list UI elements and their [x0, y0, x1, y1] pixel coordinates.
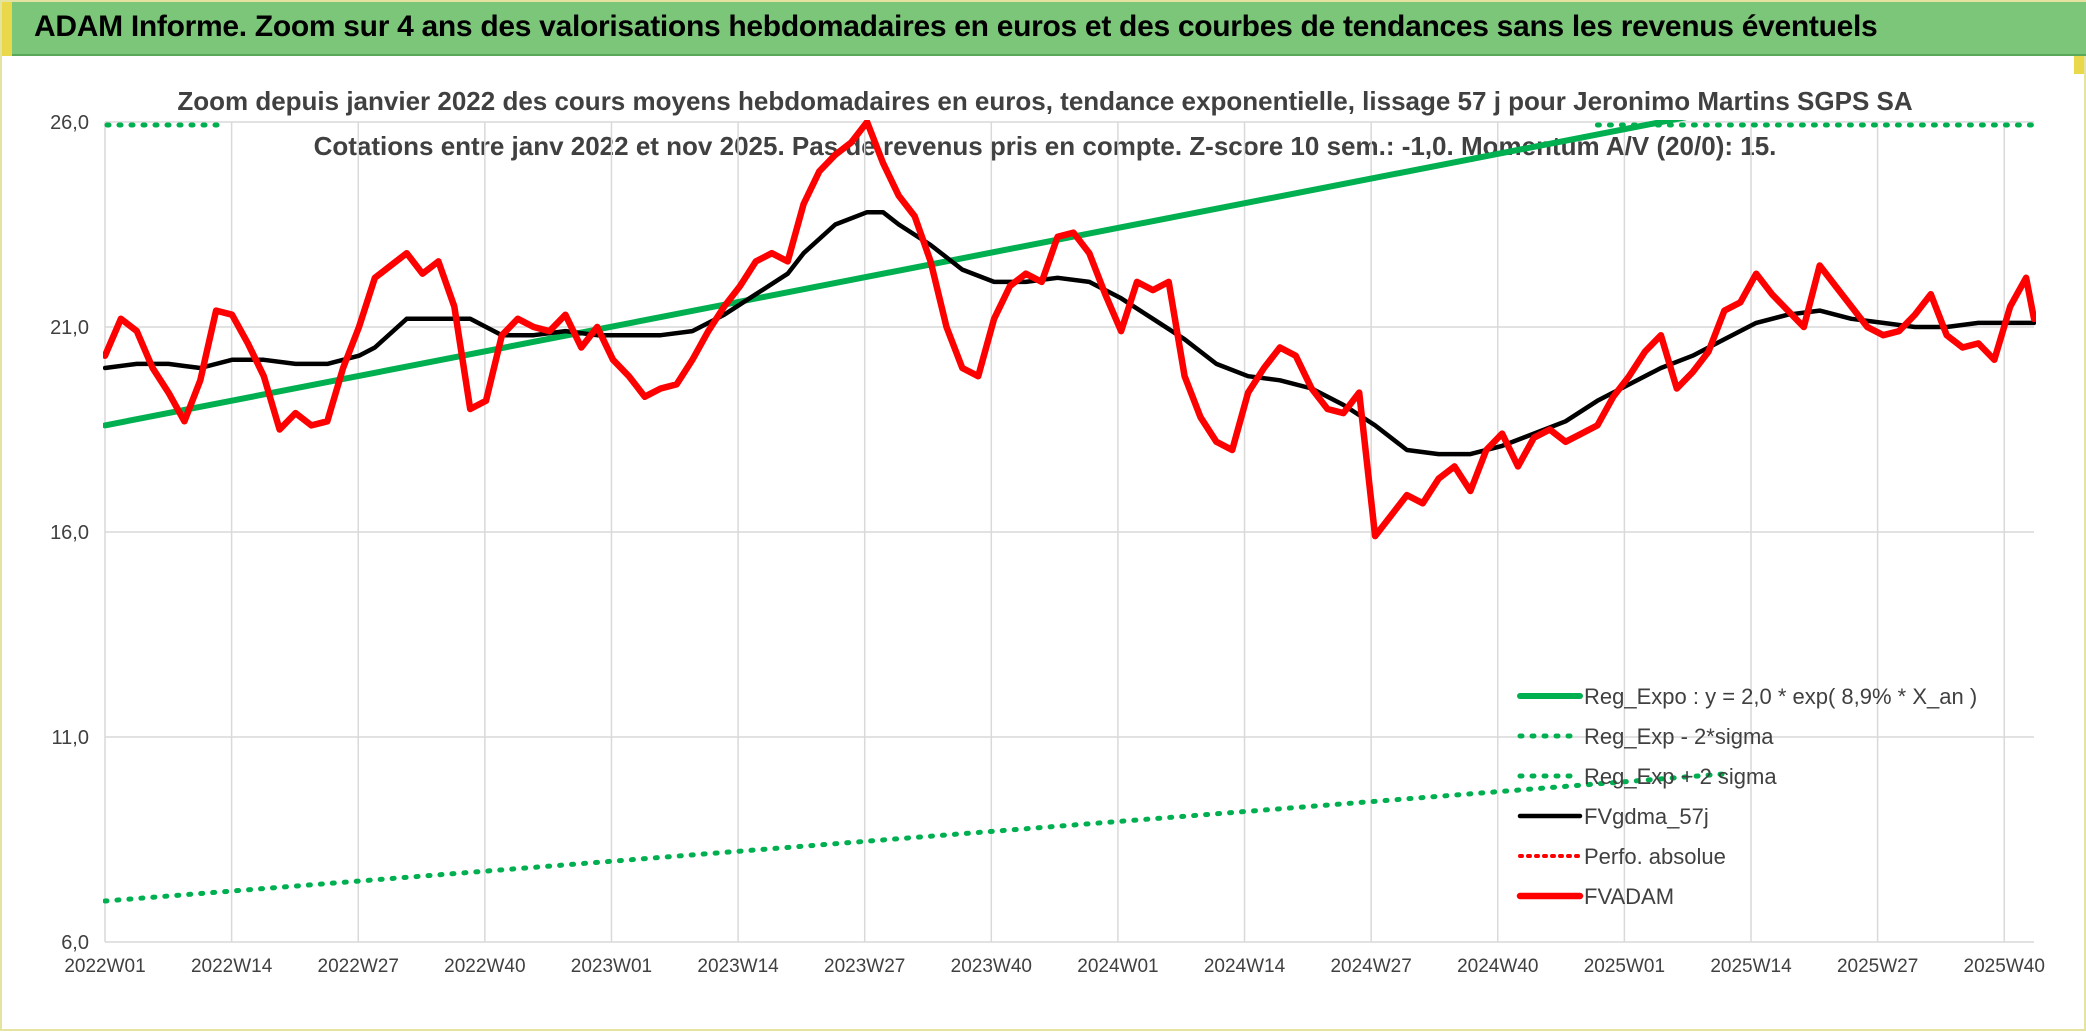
x-tick-label: 2024W27	[1330, 956, 1411, 977]
legend: Reg_Expo : y = 2,0 * exp( 8,9% * X_an ) R…	[1516, 684, 1977, 909]
x-tick-label: 2024W40	[1457, 956, 1538, 977]
series-line-3	[103, 209, 2036, 457]
x-tick-label: 2022W01	[64, 956, 145, 977]
banner-left-accent	[2, 2, 12, 56]
series-lines	[103, 120, 2037, 904]
x-tick-label: 2024W14	[1204, 956, 1286, 977]
legend-label: Reg_Exp + 2 sigma	[1584, 764, 1777, 789]
x-tick-label: 2022W40	[444, 956, 525, 977]
banner-title: ADAM Informe. Zoom sur 4 ans des valoris…	[34, 10, 1878, 43]
x-tick-label: 2023W40	[951, 956, 1032, 977]
x-tick-label: 2023W01	[571, 956, 652, 977]
series-line-5	[103, 120, 2036, 540]
gridlines	[104, 121, 2034, 943]
y-tick-label: 16,0	[50, 522, 89, 544]
series-line-1	[103, 771, 1727, 904]
x-tick-label: 2025W01	[1584, 956, 1665, 977]
legend-label: FVgdma_57j	[1584, 804, 1709, 829]
chart-title-line-1: Zoom depuis janvier 2022 des cours moyen…	[177, 86, 1913, 116]
x-tick-label: 2025W27	[1837, 956, 1918, 977]
x-tick-label: 2022W14	[191, 956, 273, 977]
y-tick-label: 21,0	[50, 317, 89, 339]
x-tick-label: 2023W27	[824, 956, 905, 977]
x-tick-label: 2022W27	[318, 956, 399, 977]
banner-right-accent	[2074, 56, 2084, 74]
y-tick-label: 6,0	[61, 932, 89, 954]
chart-title-line-2: Cotations entre janv 2022 et nov 2025. P…	[314, 131, 1777, 161]
legend-label: Perfo. absolue	[1584, 844, 1726, 869]
y-tick-label: 26,0	[50, 112, 89, 134]
legend-label: FVADAM	[1584, 884, 1674, 909]
y-tick-label: 11,0	[52, 727, 89, 749]
series-line-0	[103, 120, 1688, 429]
axis-ticks: 6,0 11,0 16,0 21,0 26,0 2022W01 2022W14 2022W27…	[50, 112, 2045, 977]
legend-label: Reg_Exp - 2*sigma	[1584, 724, 1774, 749]
x-tick-label: 2025W14	[1710, 956, 1792, 977]
x-tick-label: 2023W14	[697, 956, 779, 977]
x-tick-label: 2025W40	[1964, 956, 2045, 977]
x-tick-label: 2024W01	[1077, 956, 1158, 977]
title-banner: ADAM Informe. Zoom sur 4 ans des valoris…	[2, 2, 2086, 56]
legend-label: Reg_Expo : y = 2,0 * exp( 8,9% * X_an )	[1584, 684, 1977, 709]
